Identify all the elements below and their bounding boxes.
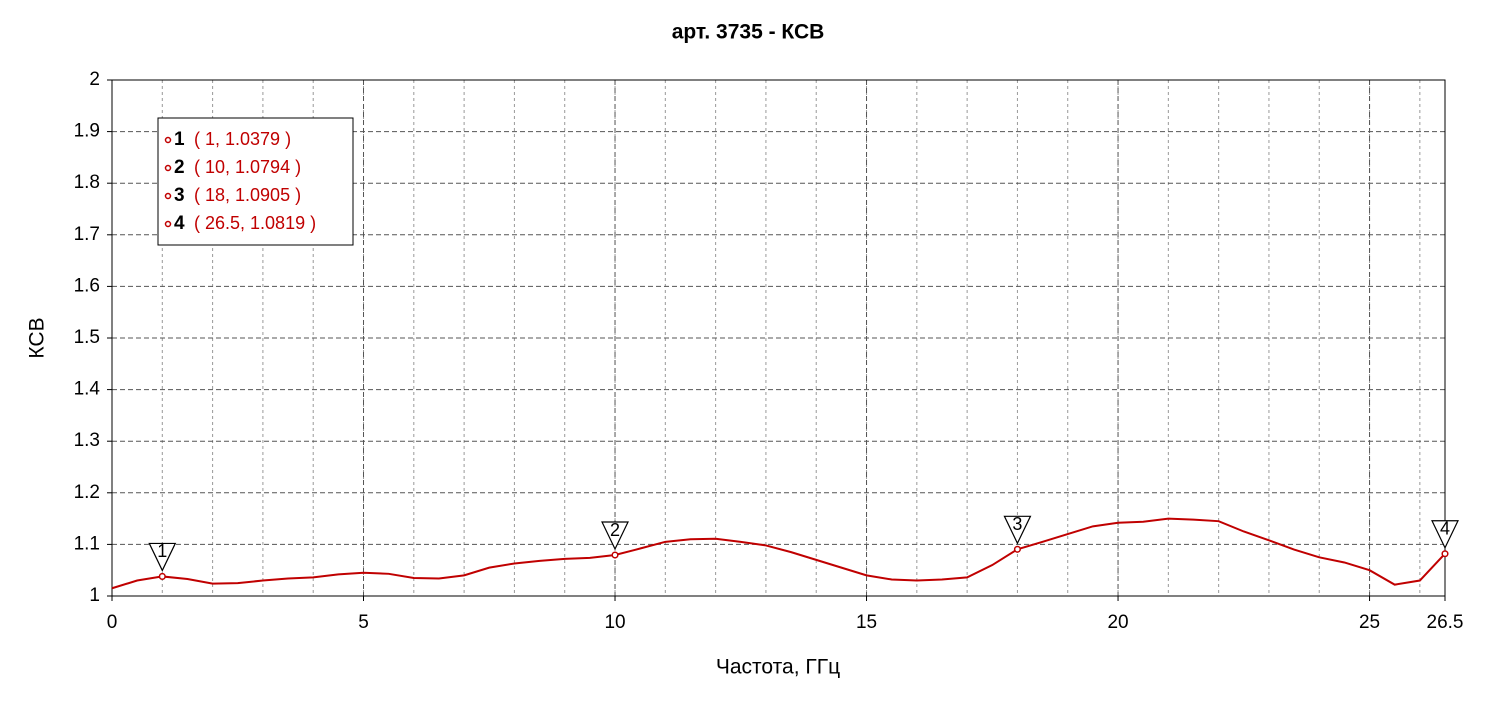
legend-value: ( 1, 1.0379 ) xyxy=(194,129,291,149)
marker-point xyxy=(158,572,166,580)
x-tick-label: 0 xyxy=(107,612,118,633)
legend-symbol xyxy=(164,220,172,228)
x-tick-label: 25 xyxy=(1359,612,1380,633)
x-tick-label: 5 xyxy=(358,612,369,633)
chart-title: арт. 3735 - КСВ xyxy=(672,21,825,44)
marker-label: 1 xyxy=(157,541,167,561)
legend-label: 1 xyxy=(174,129,185,150)
x-tick-label: 15 xyxy=(856,612,877,633)
y-tick-label: 1.2 xyxy=(74,482,100,503)
legend-box xyxy=(157,117,354,246)
marker-label: 3 xyxy=(1012,514,1022,534)
legend-value: ( 26.5, 1.0819 ) xyxy=(194,213,316,233)
data-line xyxy=(111,517,1446,590)
marker-point xyxy=(611,551,619,559)
y-tick-label: 1.5 xyxy=(74,327,100,348)
legend-symbol xyxy=(164,192,172,200)
y-tick-label: 1.9 xyxy=(74,121,100,142)
marker-label: 4 xyxy=(1440,518,1450,538)
marker-label: 2 xyxy=(610,520,620,540)
marker-flag xyxy=(1431,520,1459,550)
x-axis-label: Частота, ГГц xyxy=(716,656,840,679)
legend-value: ( 10, 1.0794 ) xyxy=(194,157,301,177)
marker-flag xyxy=(148,542,177,572)
legend-symbol xyxy=(164,164,172,172)
legend-label: 2 xyxy=(174,157,185,178)
y-tick-label: 1.3 xyxy=(74,430,100,451)
y-tick-label: 1.7 xyxy=(74,224,100,245)
legend-symbol xyxy=(164,136,172,144)
y-tick-label: 1.4 xyxy=(74,379,101,400)
legend-value: ( 18, 1.0905 ) xyxy=(194,185,301,205)
y-tick-label: 1 xyxy=(89,585,100,606)
marker-point xyxy=(1441,550,1449,558)
y-tick-label: 1.6 xyxy=(74,275,100,296)
x-tick-label: 20 xyxy=(1107,612,1128,633)
y-tick-label: 1.1 xyxy=(74,533,100,554)
marker-point xyxy=(1013,545,1021,553)
y-tick-label: 2 xyxy=(89,69,100,90)
y-tick-label: 1.8 xyxy=(74,172,100,193)
plot-frame xyxy=(111,79,1446,597)
y-axis-label: КСВ xyxy=(26,317,49,358)
x-tick-label: 10 xyxy=(604,612,625,633)
legend-label: 4 xyxy=(174,213,185,234)
marker-flag xyxy=(1003,515,1032,545)
x-tick-label: 26.5 xyxy=(1427,612,1464,633)
marker-flag xyxy=(601,521,629,551)
legend-label: 3 xyxy=(174,185,185,206)
